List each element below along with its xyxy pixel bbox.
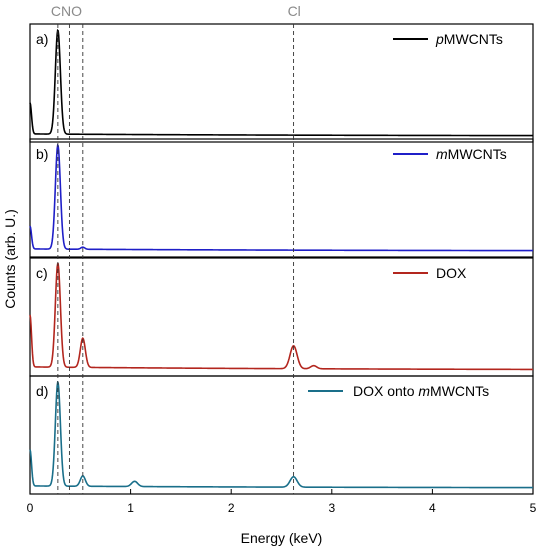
x-tick-label: 5 xyxy=(530,501,537,515)
panel-label: c) xyxy=(36,265,48,281)
panel-label: b) xyxy=(36,146,48,162)
legend-label: mMWCNTs xyxy=(436,146,507,162)
x-tick-label: 1 xyxy=(127,501,134,515)
x-axis-title: Energy (keV) xyxy=(241,530,323,546)
spectrum-line xyxy=(29,263,533,371)
panel-label: d) xyxy=(36,383,48,399)
spectrum-line xyxy=(29,380,533,489)
element-label-cno: CNO xyxy=(51,3,82,19)
panel-frame xyxy=(29,23,534,143)
panel-frame xyxy=(29,375,534,495)
legend-label: DOX onto mMWCNTs xyxy=(353,383,489,399)
spectrum-line xyxy=(29,143,533,252)
x-tick-label: 0 xyxy=(27,501,34,515)
y-axis-title: Counts (arb. U.) xyxy=(2,209,18,309)
panel-frame xyxy=(29,138,534,258)
spectrum-line xyxy=(29,28,533,137)
legend-label: DOX xyxy=(436,265,467,281)
x-tick-label: 2 xyxy=(228,501,235,515)
legend-label: pMWCNTs xyxy=(435,31,503,47)
x-tick-label: 3 xyxy=(328,501,335,515)
x-tick-label: 4 xyxy=(429,501,436,515)
element-label-cl: Cl xyxy=(288,3,301,19)
panel-label: a) xyxy=(36,31,48,47)
